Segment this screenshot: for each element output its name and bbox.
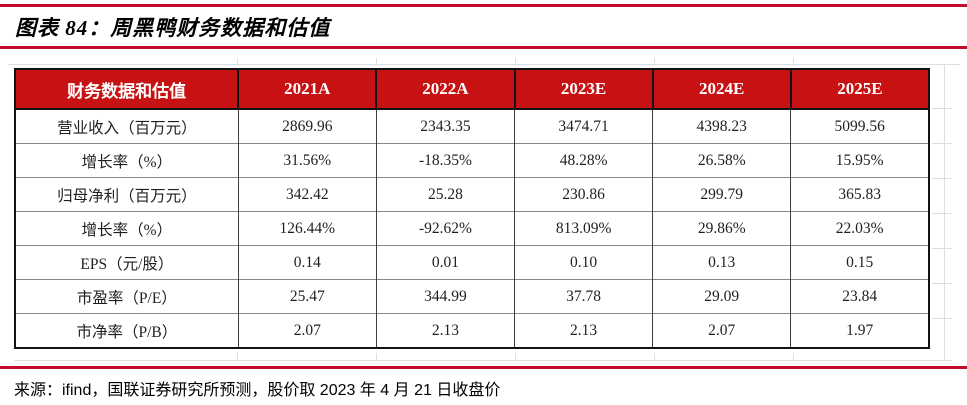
gridline-artifact (376, 58, 377, 65)
row-label: 营业收入（百万元） (57, 119, 197, 137)
cell: 126.44% (237, 211, 377, 246)
gridline-artifact (932, 318, 952, 319)
cell: 2.13 (375, 313, 515, 348)
cell: 26.58% (652, 143, 791, 178)
cell: 2.07 (652, 313, 791, 348)
cell: 22.03% (790, 211, 929, 246)
row-label: EPS（元/股） (15, 245, 239, 280)
gridline-artifact (515, 58, 516, 65)
cell: 29.86% (652, 211, 791, 246)
cell: 0.14 (237, 245, 377, 280)
cell: 299.79 (652, 177, 791, 212)
cell: 230.86 (514, 177, 653, 212)
table-row-pb: 市净率（P/B） 2.07 2.13 2.13 2.07 1.97 (15, 313, 929, 348)
gridline-artifact (14, 360, 952, 361)
gridline-artifact (932, 143, 952, 144)
cell: 23.84 (790, 279, 929, 314)
table-row-revenue: 营业收入（百万元） 2869.96 2343.35 3474.71 4398.2… (15, 109, 929, 144)
source-note: 来源：ifind，国联证券研究所预测，股价取 2023 年 4 月 21 日收盘… (14, 382, 501, 399)
cell: 4398.23 (652, 109, 791, 144)
gridline-artifact (932, 213, 952, 214)
cell: 3474.71 (514, 109, 653, 144)
gridline-artifact (793, 353, 794, 360)
header-cell-metric: 财务数据和估值 (15, 69, 239, 110)
gridline-artifact (8, 64, 960, 65)
cell: 48.28% (514, 143, 653, 178)
header-cell-2022a: 2022A (375, 69, 515, 110)
header-cell-2024e: 2024E (651, 69, 791, 110)
cell: 5099.56 (790, 109, 929, 144)
gridline-artifact (376, 353, 377, 360)
row-label: 归母净利（百万元） (15, 177, 239, 212)
header-cell-2021a: 2021A (237, 69, 377, 110)
cell: 2869.96 (237, 109, 377, 144)
cell: 25.28 (375, 177, 515, 212)
title-divider-rule (0, 46, 967, 49)
gridline-artifact (932, 108, 952, 109)
table-row-eps: EPS（元/股） 0.14 0.01 0.10 0.13 0.15 (15, 245, 929, 280)
figure-title: 图表 84：周黑鸭财务数据和估值 (15, 16, 331, 40)
header-cell-2023e: 2023E (513, 69, 653, 110)
cell: 813.09% (514, 211, 653, 246)
table-row-revenue-growth: 增长率（%） 31.56% -18.35% 48.28% 26.58% 15.9… (15, 143, 929, 178)
gridline-artifact (944, 64, 945, 361)
cell: 29.09 (652, 279, 791, 314)
top-rule (0, 4, 967, 7)
cell: 0.01 (375, 245, 515, 280)
cell: 1.97 (790, 313, 929, 348)
cell: 2.13 (514, 313, 653, 348)
table-row-pe: 市盈率（P/E） 25.47 344.99 37.78 29.09 23.84 (15, 279, 929, 314)
cell: 25.47 (237, 279, 377, 314)
gridline-artifact (654, 58, 655, 65)
cell: 0.10 (514, 245, 653, 280)
cell: 365.83 (790, 177, 929, 212)
cell: 0.13 (652, 245, 791, 280)
gridline-artifact (515, 353, 516, 360)
cell: 2.07 (237, 313, 377, 348)
cell: 0.15 (790, 245, 929, 280)
row-label: 市盈率（P/E） (15, 279, 239, 314)
table-row-net-profit: 归母净利（百万元） 342.42 25.28 230.86 299.79 365… (15, 177, 929, 212)
gridline-artifact (237, 353, 238, 360)
cell: 2343.35 (375, 109, 515, 144)
cell: -18.35% (375, 143, 515, 178)
cell: 37.78 (514, 279, 653, 314)
gridline-artifact (654, 353, 655, 360)
gridline-artifact (237, 58, 238, 65)
cell: 31.56% (237, 143, 377, 178)
gridline-artifact (932, 283, 952, 284)
cell: 342.42 (237, 177, 377, 212)
gridline-artifact (793, 58, 794, 65)
table-header-row: 财务数据和估值 2021A 2022A 2023E 2024E 2025E (15, 69, 929, 110)
row-label: 市净率（P/B） (15, 313, 239, 348)
row-label: 增长率（%） (15, 211, 239, 246)
header-cell-2025e: 2025E (789, 69, 929, 110)
financial-data-table: 财务数据和估值 2021A 2022A 2023E 2024E 2025E 营业… (14, 68, 930, 349)
cell: 344.99 (375, 279, 515, 314)
gridline-artifact (932, 248, 952, 249)
cell: -92.62% (375, 211, 515, 246)
table-row-net-profit-growth: 增长率（%） 126.44% -92.62% 813.09% 29.86% 22… (15, 211, 929, 246)
bottom-rule (0, 366, 967, 369)
cell: 15.95% (790, 143, 929, 178)
row-label: 增长率（%） (15, 143, 239, 178)
gridline-artifact (932, 178, 952, 179)
